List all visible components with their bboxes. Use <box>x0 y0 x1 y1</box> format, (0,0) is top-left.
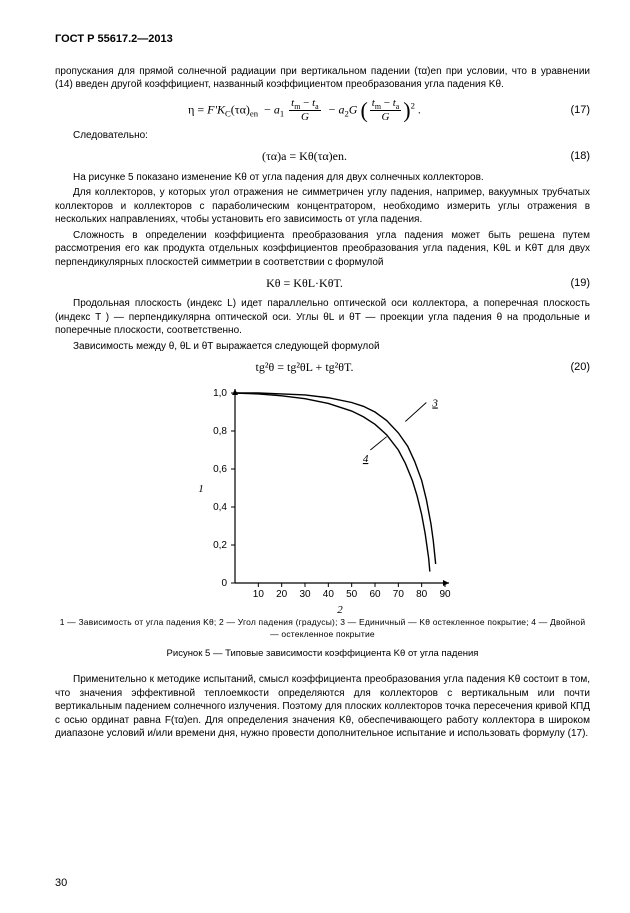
figure-5-legend: 1 — Зависимость от угла падения Kθ; 2 — … <box>55 617 590 640</box>
figure-5-chart: 10 20 30 40 50 60 70 80 90 0 0,2 0,4 0,6 0,8 1,0 1 2 3 4 <box>183 383 463 613</box>
equation-19-body: Kθ = KθL·KθT. <box>55 275 554 291</box>
svg-text:90: 90 <box>439 589 451 600</box>
svg-text:1,0: 1,0 <box>213 388 227 399</box>
svg-text:4: 4 <box>362 453 368 465</box>
paragraph-1: пропускания для прямой солнечной радиаци… <box>55 65 590 92</box>
paragraph-7: Зависимость между θ, θL и θT выражается … <box>55 340 590 354</box>
paragraph-5: Сложность в определении коэффициента пре… <box>55 229 590 270</box>
equation-17-body: η = F'KC(τα)en − a1 tm − taG − a2G (tm −… <box>55 98 554 123</box>
svg-text:40: 40 <box>322 589 334 600</box>
page-number: 30 <box>55 876 67 891</box>
equation-20-body: tg²θ = tg²θL + tg²θT. <box>55 359 554 375</box>
svg-text:1: 1 <box>198 483 204 495</box>
svg-text:0,2: 0,2 <box>213 540 227 551</box>
svg-text:0,6: 0,6 <box>213 464 227 475</box>
paragraph-6: Продольная плоскость (индекс L) идет пар… <box>55 297 590 338</box>
svg-text:30: 30 <box>299 589 311 600</box>
svg-text:0: 0 <box>221 578 227 589</box>
svg-text:2: 2 <box>337 604 343 613</box>
svg-text:3: 3 <box>431 398 438 410</box>
equation-18-num: (18) <box>554 149 590 164</box>
equation-19-num: (19) <box>554 276 590 291</box>
equation-20-num: (20) <box>554 360 590 375</box>
svg-text:0,8: 0,8 <box>213 426 227 437</box>
paragraph-8: Применительно к методике испытаний, смыс… <box>55 673 590 741</box>
doc-header: ГОСТ Р 55617.2—2013 <box>55 32 590 47</box>
svg-text:80: 80 <box>416 589 428 600</box>
equation-17-num: (17) <box>554 103 590 118</box>
equation-17: η = F'KC(τα)en − a1 tm − taG − a2G (tm −… <box>55 98 590 123</box>
figure-5-caption: Рисунок 5 — Типовые зависимости коэффици… <box>55 648 590 661</box>
svg-text:0,4: 0,4 <box>213 502 227 513</box>
svg-text:70: 70 <box>392 589 404 600</box>
svg-text:50: 50 <box>346 589 358 600</box>
svg-text:60: 60 <box>369 589 381 600</box>
paragraph-3: На рисунке 5 показано изменение Kθ от уг… <box>55 171 590 185</box>
equation-18: (τα)a = Kθ(τα)en. (18) <box>55 148 590 164</box>
paragraph-2: Следовательно: <box>55 129 590 143</box>
equation-18-body: (τα)a = Kθ(τα)en. <box>55 148 554 164</box>
svg-text:20: 20 <box>276 589 288 600</box>
equation-20: tg²θ = tg²θL + tg²θT. (20) <box>55 359 590 375</box>
equation-19: Kθ = KθL·KθT. (19) <box>55 275 590 291</box>
paragraph-4: Для коллекторов, у которых угол отражени… <box>55 186 590 227</box>
svg-text:10: 10 <box>252 589 264 600</box>
